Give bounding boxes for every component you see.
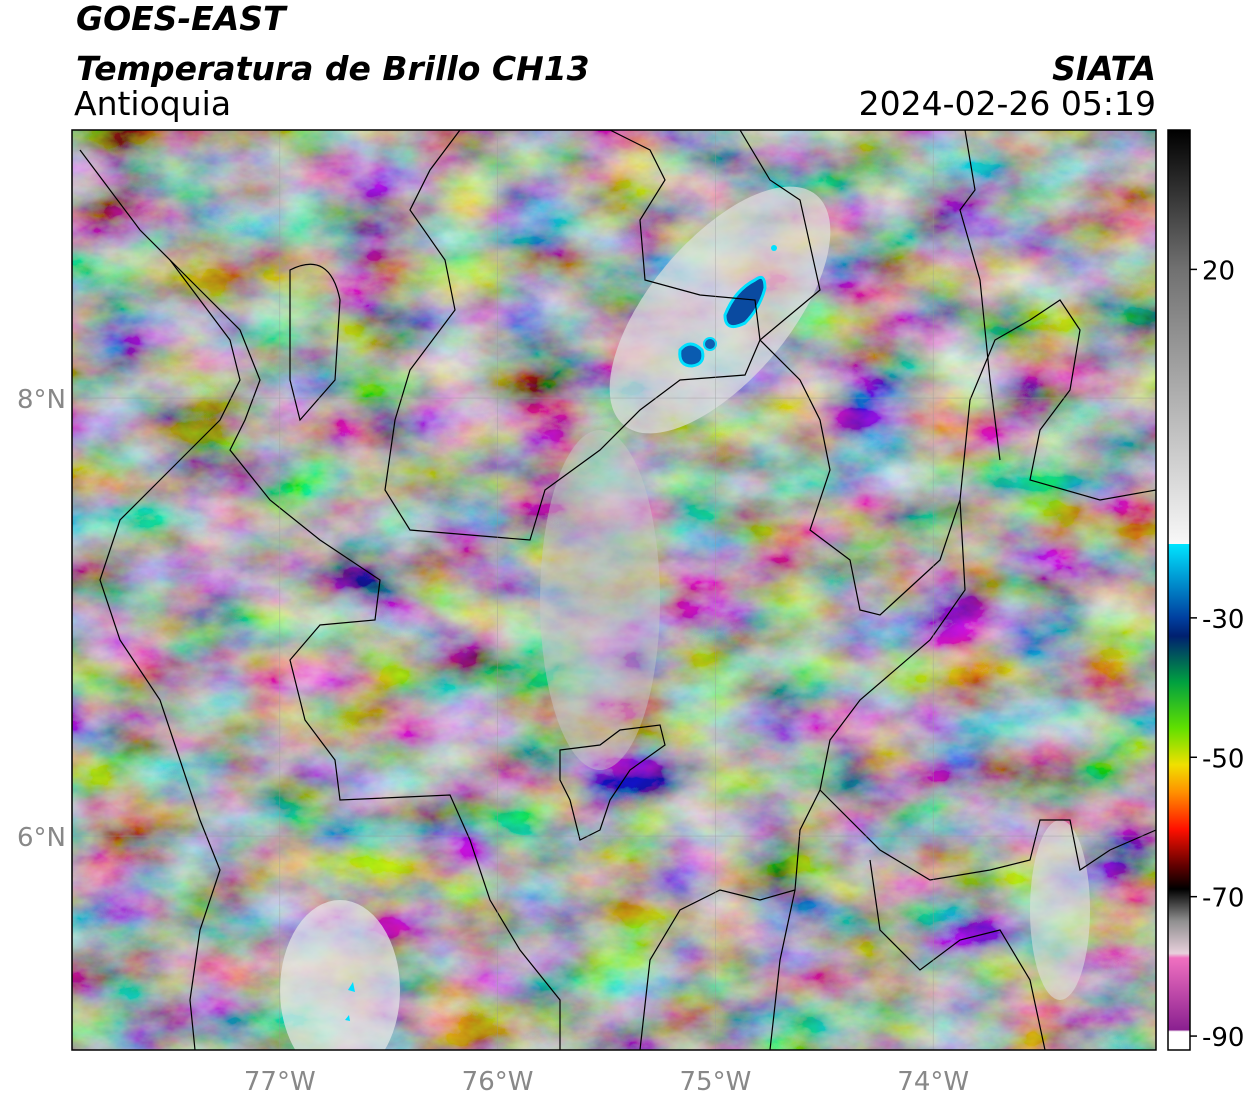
y-tick-label: 6°N [17,823,66,853]
grid [72,130,1156,1050]
region: Antioquia [74,84,231,123]
x-tick-label: 74°W [897,1067,969,1097]
y-tick-label: 8°N [17,385,66,415]
colorbar-tick-label: -70 [1202,884,1244,914]
coast [99,259,241,1050]
cold-cloud [723,275,767,329]
colorbar-tick-label: -30 [1202,605,1244,635]
border [639,499,966,1050]
map-image [72,130,1156,1050]
coast [289,263,341,422]
x-tick-label: 75°W [679,1067,751,1097]
border [384,130,761,541]
border [819,789,1156,881]
border [739,130,1156,616]
x-tick-label: 76°W [462,1067,534,1097]
source: SIATA [1052,49,1156,88]
datetime: 2024-02-26 05:19 [859,84,1156,123]
cold-cloud [703,337,717,351]
cloud [540,430,660,770]
cloud [280,900,400,1050]
colorbar-tick-label: -90 [1202,1023,1244,1053]
colorbar-tick-label: 20 [1202,256,1235,286]
cold-cloud [771,245,777,251]
border [79,149,561,1050]
colorbar [1167,129,1191,1051]
colorbar-tick-label: -50 [1202,744,1244,774]
x-tick-label: 77°W [244,1067,316,1097]
satellite: GOES-EAST [76,0,288,38]
product: Temperatura de Brillo CH13 [76,49,590,88]
cold-cloud [678,342,705,368]
border [559,724,666,841]
map-frame [71,129,1157,1051]
border [959,130,1001,461]
cloud [1030,820,1090,1000]
border [769,859,1046,1050]
cold-cloud [345,982,355,1021]
